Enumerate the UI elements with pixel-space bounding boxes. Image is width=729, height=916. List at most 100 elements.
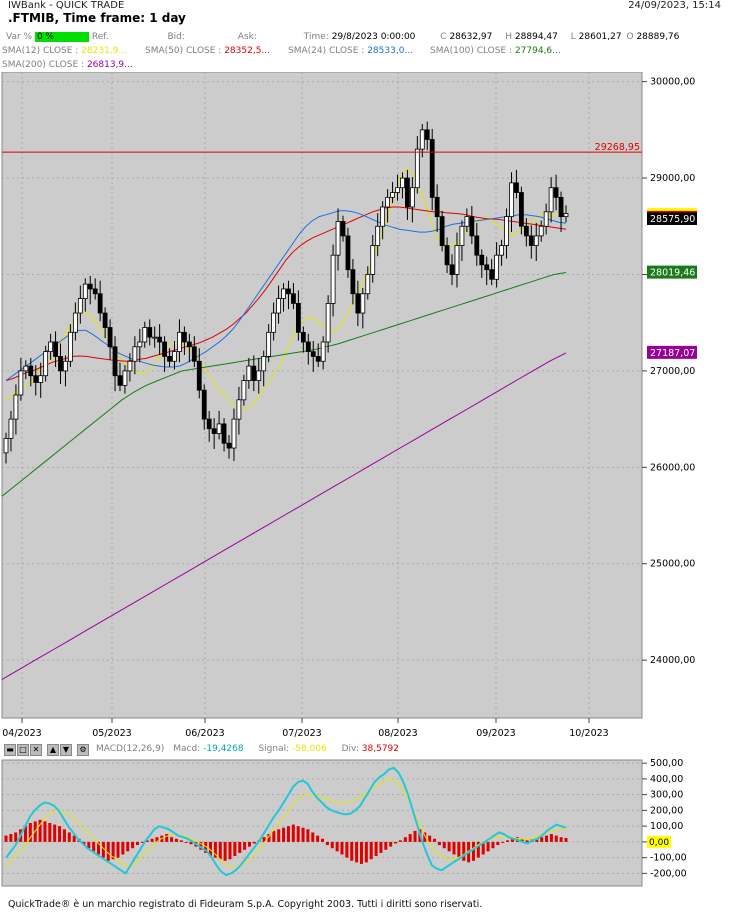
restore-button[interactable]: □ — [17, 744, 29, 756]
move-down-button[interactable]: ▼ — [60, 744, 72, 756]
histogram-bar — [496, 841, 500, 846]
histogram-bar — [28, 823, 32, 842]
histogram-bar — [389, 841, 393, 847]
candle-body — [295, 303, 301, 333]
price-chart[interactable]: 30000,0029000,0028000,0027000,0026000,00… — [0, 72, 729, 742]
x-tick-label: 08/2023 — [378, 728, 417, 739]
histogram-bar — [442, 841, 446, 849]
histogram-bar — [306, 829, 310, 842]
histogram-bar — [369, 841, 373, 860]
low-value: 28601,27 — [578, 32, 622, 42]
histogram-bar — [510, 838, 514, 842]
macd-line — [5, 766, 567, 877]
histogram-bar — [233, 841, 237, 857]
candle-body — [68, 331, 73, 362]
candle-body — [360, 293, 366, 314]
histogram-bar — [520, 838, 524, 842]
candle-body — [449, 264, 455, 275]
candle-body — [241, 380, 247, 401]
ask-label: Ask: — [237, 32, 257, 42]
settings-gear-icon[interactable]: ⚙ — [77, 744, 89, 756]
histogram-bar — [116, 841, 120, 858]
y-tick-label: 500,00 — [650, 758, 683, 769]
histogram-bar — [345, 841, 349, 858]
indicator-sma200: SMA(200) CLOSE : 26813,9... — [2, 60, 133, 70]
candle-body — [345, 235, 351, 271]
histogram-bar — [223, 841, 227, 861]
candle-body — [196, 360, 202, 391]
histogram-bar — [462, 841, 466, 861]
candle-body — [439, 216, 445, 246]
y-tick-label: -200,00 — [650, 868, 687, 879]
histogram-bar — [452, 841, 456, 855]
candle-body — [23, 365, 29, 372]
price-flag-label: 27187,07 — [650, 348, 695, 359]
close-button[interactable]: ✕ — [30, 744, 42, 756]
histogram-bar — [14, 832, 18, 842]
candle-body — [117, 375, 123, 386]
histogram-bar — [394, 841, 398, 844]
histogram-bar — [301, 827, 305, 842]
candle-body — [18, 370, 24, 396]
plot-area — [1, 72, 643, 719]
histogram-bar — [9, 834, 13, 842]
histogram-bar — [111, 841, 115, 860]
candle-body — [132, 346, 138, 362]
histogram-bar — [379, 841, 383, 853]
candle-body — [459, 225, 465, 246]
minimize-button[interactable]: ▬ — [4, 744, 16, 756]
macd-label: Macd: — [173, 744, 201, 754]
candle-body — [226, 442, 232, 449]
candle-body — [523, 225, 529, 237]
histogram-bar — [150, 838, 154, 842]
candle-body — [538, 225, 544, 237]
indicator-value: 28231,9... — [81, 46, 128, 56]
histogram-bar — [87, 841, 91, 849]
y-tick-label: 26000,00 — [650, 462, 695, 473]
candle-body — [479, 254, 485, 266]
candle-body — [464, 216, 470, 227]
candle-body — [77, 298, 83, 314]
series-line — [1, 272, 567, 497]
zero-flag-label: 0,00 — [649, 838, 669, 848]
candle-body — [424, 129, 430, 140]
candle-body — [484, 264, 490, 271]
histogram-bar — [501, 841, 505, 843]
histogram-bar — [330, 841, 334, 849]
candle-body — [310, 351, 316, 357]
histogram-bar — [374, 841, 378, 857]
candle-body — [221, 423, 227, 444]
candle-body — [434, 196, 440, 218]
plot-area — [1, 759, 643, 887]
histogram-bar — [355, 841, 359, 863]
indicator-value: 27794,6... — [514, 46, 561, 56]
macd-chart[interactable]: 500,00 400,00 300,00 200,00 100,00 0,00 -100,0… — [0, 758, 729, 888]
y-tick-label: 29000,00 — [650, 173, 695, 184]
candle-body — [548, 187, 554, 213]
candle-body — [261, 356, 267, 372]
histogram-bar — [23, 826, 27, 842]
y-tick-label: 24000,00 — [650, 655, 695, 666]
histogram-bar — [209, 841, 213, 857]
candle-body — [251, 365, 257, 381]
indicator-sma50: SMA(50) CLOSE : 28352,5... — [145, 46, 270, 56]
move-up-button[interactable]: ▲ — [47, 744, 59, 756]
histogram-bar — [145, 840, 149, 842]
histogram-bar — [506, 840, 510, 842]
histogram-bar — [184, 841, 188, 843]
candle-body — [43, 351, 49, 377]
histogram-bar — [121, 841, 125, 855]
histogram-bar — [43, 821, 47, 842]
histogram-bar — [135, 841, 139, 846]
time-label: Time: — [303, 32, 329, 42]
candle-body — [365, 274, 371, 295]
signal-line — [5, 778, 566, 868]
histogram-bar — [408, 834, 412, 842]
close-value: 28632,97 — [449, 32, 493, 42]
signal-marker — [647, 207, 697, 211]
macd-legend: MACD(12,26,9) Macd: -19,4268 Signal: -58… — [96, 744, 399, 754]
histogram-bar — [423, 832, 427, 842]
candle-body — [469, 216, 475, 237]
indicator-value: 26813,9... — [86, 60, 133, 70]
horizontal-line-label: 29268,95 — [595, 142, 640, 153]
